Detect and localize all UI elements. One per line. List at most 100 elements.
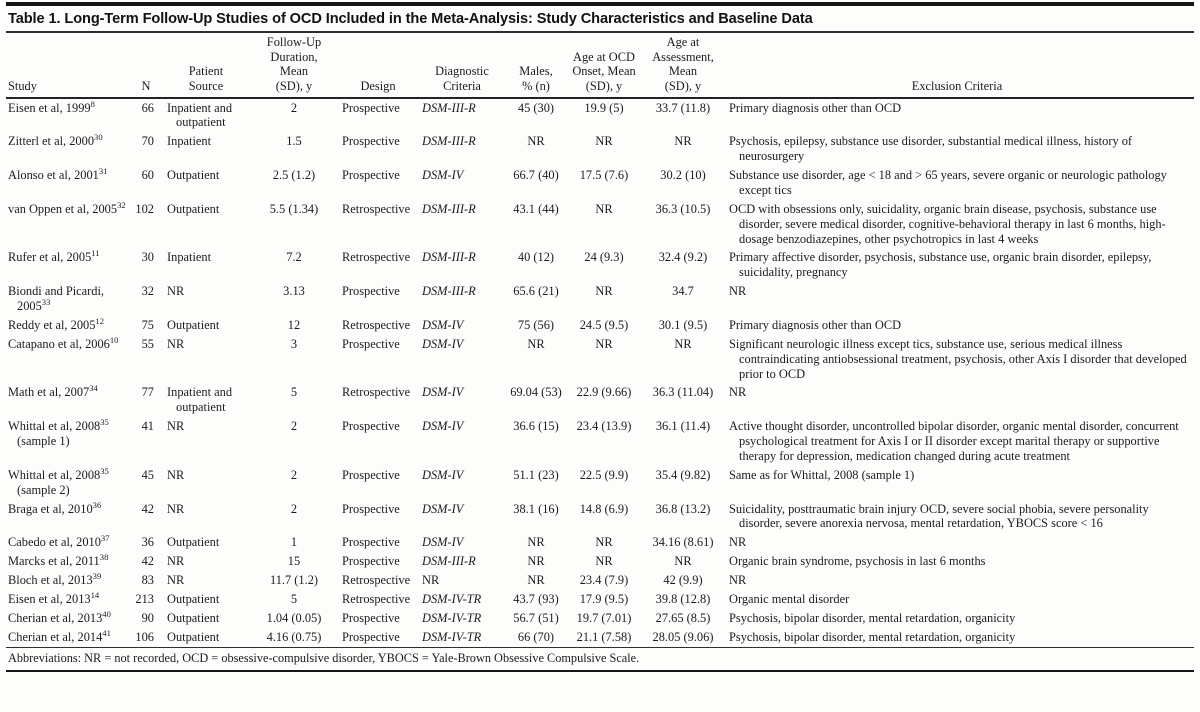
patient-source-cell: Outpatient xyxy=(167,591,220,606)
study-cell: Cherian et al, 201441 xyxy=(6,628,134,647)
reference-superscript: 8 xyxy=(90,98,95,109)
patient-source-cell: Outpatient xyxy=(167,535,220,550)
exclusion-criteria-cell: NR xyxy=(729,284,747,299)
n-cell: 90 xyxy=(141,610,154,625)
males-cell: 45 (30) xyxy=(517,100,555,115)
diagnostic-criteria-cell: DSM-IV xyxy=(422,385,464,400)
diagnostic-criteria-cell: DSM-IV xyxy=(422,317,464,332)
table-row: Catapano et al, 200610 55 NR 3 Prospecti… xyxy=(6,335,1194,384)
exclusion-criteria-cell: NR xyxy=(729,573,747,587)
males-cell: 40 (12) xyxy=(517,250,555,265)
followup-duration-cell: 11.7 (1.2) xyxy=(269,573,319,587)
design-cell: Retrospective xyxy=(342,317,411,332)
table-title: Table 1. Long-Term Follow-Up Studies of … xyxy=(8,11,813,27)
study-cell: van Oppen et al, 200532 xyxy=(6,200,134,249)
males-cell: 38.1 (16) xyxy=(513,501,559,516)
age-assessment-cell: 39.8 (12.8) xyxy=(655,591,711,606)
males-cell: 43.7 (93) xyxy=(513,591,559,606)
n-cell: 213 xyxy=(135,591,154,606)
study-name: Eisen et al, 2013 xyxy=(8,591,91,606)
n-cell: 55 xyxy=(141,336,154,351)
reference-superscript: 34 xyxy=(89,383,98,394)
age-onset-cell: NR xyxy=(595,284,613,299)
study-cell: Marcks et al, 201138 xyxy=(6,552,134,571)
followup-duration-cell: 15 xyxy=(287,554,301,569)
n-cell: 36 xyxy=(141,535,154,550)
exclusion-criteria-cell: Suicidality, posttraumatic brain injury … xyxy=(729,501,1149,531)
diagnostic-criteria-cell: NR xyxy=(422,573,440,587)
diagnostic-criteria-cell: DSM-III-R xyxy=(422,201,476,216)
study-cell: Eisen et al, 201314 xyxy=(6,590,134,609)
study-name: Whittal et al, 2008 xyxy=(8,467,101,482)
exclusion-criteria-cell: Substance use disorder, age < 18 and > 6… xyxy=(729,168,1167,197)
study-characteristics-table: Study N Patient Source Follow-Up Duratio… xyxy=(6,33,1194,648)
diagnostic-criteria-cell: DSM-IV xyxy=(422,419,464,434)
study-name: Alonso et al, 2001 xyxy=(8,168,99,182)
diagnostic-criteria-cell: DSM-IV-TR xyxy=(422,591,482,606)
study-sample-suffix: (sample 1) xyxy=(17,434,70,448)
reference-superscript: 33 xyxy=(41,296,51,307)
design-cell: Prospective xyxy=(342,134,400,149)
n-cell: 83 xyxy=(141,573,154,587)
diagnostic-criteria-cell: DSM-III-R xyxy=(422,250,476,265)
males-cell: 69.04 (53) xyxy=(510,385,562,400)
reference-superscript: 41 xyxy=(102,627,111,638)
males-cell: 65.6 (21) xyxy=(513,284,559,299)
study-cell: Zitterl et al, 200030 xyxy=(6,132,134,166)
n-cell: 42 xyxy=(141,501,154,516)
reference-superscript: 36 xyxy=(92,499,102,510)
males-cell: 75 (56) xyxy=(517,317,555,332)
study-name: Math et al, 2007 xyxy=(8,385,90,400)
study-cell: Reddy et al, 200512 xyxy=(6,316,134,335)
age-onset-cell: 21.1 (7.58) xyxy=(576,629,632,644)
design-cell: Prospective xyxy=(342,419,400,434)
exclusion-criteria-cell: NR xyxy=(729,385,747,400)
diagnostic-criteria-cell: DSM-III-R xyxy=(422,554,476,569)
patient-source-cell: Outpatient xyxy=(167,610,220,625)
col-header-study: Study xyxy=(6,33,134,99)
n-cell: 42 xyxy=(141,554,154,569)
study-cell: Biondi and Picardi, 200533 xyxy=(6,282,134,316)
age-onset-cell: NR xyxy=(595,201,613,216)
study-cell: Cherian et al, 201340 xyxy=(6,609,134,628)
males-cell: NR xyxy=(527,554,545,569)
followup-duration-cell: 2.5 (1.2) xyxy=(272,168,316,182)
study-name: Rufer et al, 2005 xyxy=(8,250,92,265)
patient-source-cell: Inpatient xyxy=(167,250,212,265)
reference-superscript: 35 xyxy=(100,465,109,476)
reference-superscript: 12 xyxy=(95,315,104,326)
design-cell: Prospective xyxy=(342,168,400,182)
reference-superscript: 10 xyxy=(109,334,119,345)
design-cell: Prospective xyxy=(342,554,400,569)
study-name: Cabedo et al, 2010 xyxy=(8,535,101,550)
males-cell: 36.6 (15) xyxy=(513,419,559,434)
col-header-source: Patient Source xyxy=(166,33,254,99)
followup-duration-cell: 4.16 (0.75) xyxy=(266,629,322,644)
followup-duration-cell: 12 xyxy=(287,317,301,332)
diagnostic-criteria-cell: DSM-IV xyxy=(422,168,464,182)
age-onset-cell: 22.9 (9.66) xyxy=(576,385,632,400)
table-row: Rufer et al, 200511 30 Inpatient 7.2 Ret… xyxy=(6,248,1194,282)
study-name: Zitterl et al, 2000 xyxy=(8,134,95,149)
males-cell: NR xyxy=(527,134,545,149)
study-name: Cherian et al, 2013 xyxy=(8,610,103,625)
patient-source-cell: Outpatient xyxy=(167,629,220,644)
patient-source-cell: NR xyxy=(167,501,185,516)
diagnostic-criteria-cell: DSM-IV xyxy=(422,501,464,516)
col-header-n: N xyxy=(134,33,166,99)
followup-duration-cell: 1.5 xyxy=(286,134,302,149)
age-assessment-cell: 36.3 (11.04) xyxy=(652,385,714,400)
patient-source-cell: Inpatient and outpatient xyxy=(167,100,233,130)
exclusion-criteria-cell: Psychosis, bipolar disorder, mental reta… xyxy=(729,610,1016,625)
table-row: Cherian et al, 201441 106 Outpatient 4.1… xyxy=(6,628,1194,647)
table-row: van Oppen et al, 200532 102 Outpatient 5… xyxy=(6,200,1194,249)
table-row: Whittal et al, 200835 (sample 2) 45 NR 2… xyxy=(6,466,1194,500)
exclusion-criteria-cell: Primary diagnosis other than OCD xyxy=(729,100,902,115)
col-header-design: Design xyxy=(342,33,422,99)
exclusion-criteria-cell: Primary affective disorder, psychosis, s… xyxy=(729,250,1152,280)
study-cell: Rufer et al, 200511 xyxy=(6,248,134,282)
age-assessment-cell: 27.65 (8.5) xyxy=(655,610,711,625)
age-assessment-cell: 42 (9.9) xyxy=(663,573,703,587)
n-cell: 102 xyxy=(135,201,154,216)
patient-source-cell: Outpatient xyxy=(167,168,220,182)
